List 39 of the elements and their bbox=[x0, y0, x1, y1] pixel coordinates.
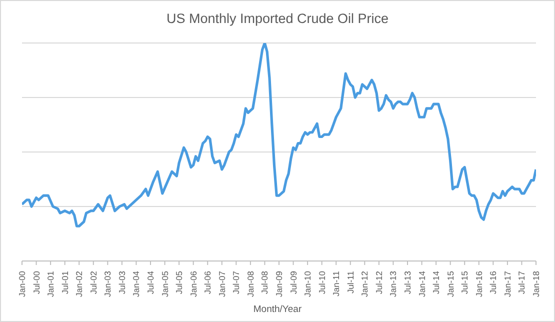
x-tick-label: Jan-18 bbox=[531, 270, 541, 297]
x-tick-label: Jan-10 bbox=[302, 270, 313, 297]
x-tick-label: Jul-02 bbox=[88, 270, 98, 294]
x-tick-label: Jan-11 bbox=[331, 270, 342, 296]
chart-title: US Monthly Imported Crude Oil Price bbox=[165, 11, 390, 26]
x-tick-label: Jan-08 bbox=[245, 270, 256, 297]
x-tick-label: Jan-07 bbox=[216, 270, 227, 297]
x-tick-label: Jul-09 bbox=[288, 270, 298, 294]
x-tick-label: Jul-00 bbox=[31, 270, 42, 294]
x-tick-label: Jul-11 bbox=[345, 270, 356, 294]
x-tick-label: Jan-12 bbox=[360, 270, 370, 297]
x-tick-label: Jan-00 bbox=[17, 270, 27, 297]
x-tick-label: Jul-06 bbox=[202, 270, 213, 294]
x-tick-label: Jul-17 bbox=[516, 270, 527, 294]
x-tick-label: Jan-02 bbox=[74, 270, 84, 297]
x-tick-label: Jul-05 bbox=[174, 270, 184, 294]
x-tick-label: Jan-13 bbox=[388, 270, 398, 297]
x-tick-label: Jan-04 bbox=[131, 270, 142, 297]
x-tick-label: Jan-15 bbox=[445, 270, 456, 297]
x-tick-label: Jul-15 bbox=[460, 270, 470, 294]
x-tick-label: Jul-16 bbox=[488, 270, 498, 294]
x-tick-label: Jul-04 bbox=[146, 270, 156, 294]
x-axis-title: Month/Year bbox=[252, 304, 303, 315]
x-tick-label: Jan-01 bbox=[46, 270, 56, 297]
x-tick-label: Jan-03 bbox=[102, 270, 113, 297]
x-tick-label: Jul-07 bbox=[231, 270, 242, 294]
x-tick-label: Jan-16 bbox=[474, 270, 484, 297]
x-tick-label: Jul-03 bbox=[116, 270, 127, 294]
x-tick-label: Jul-01 bbox=[60, 270, 70, 294]
x-tick-label: Jan-14 bbox=[416, 270, 427, 297]
x-tick-label: Jan-06 bbox=[188, 270, 198, 297]
x-tick-label: Jul-13 bbox=[402, 270, 412, 294]
x-tick-label: Jul-08 bbox=[260, 270, 270, 294]
x-tick-label: Jul-10 bbox=[316, 270, 327, 294]
x-tick-label: Jan-09 bbox=[274, 270, 284, 297]
x-tick-label: Jan-05 bbox=[160, 270, 170, 297]
x-tick-label: Jul-14 bbox=[431, 270, 442, 294]
x-tick-label: Jul-12 bbox=[374, 270, 384, 294]
x-tick-label: Jan-17 bbox=[502, 270, 512, 297]
